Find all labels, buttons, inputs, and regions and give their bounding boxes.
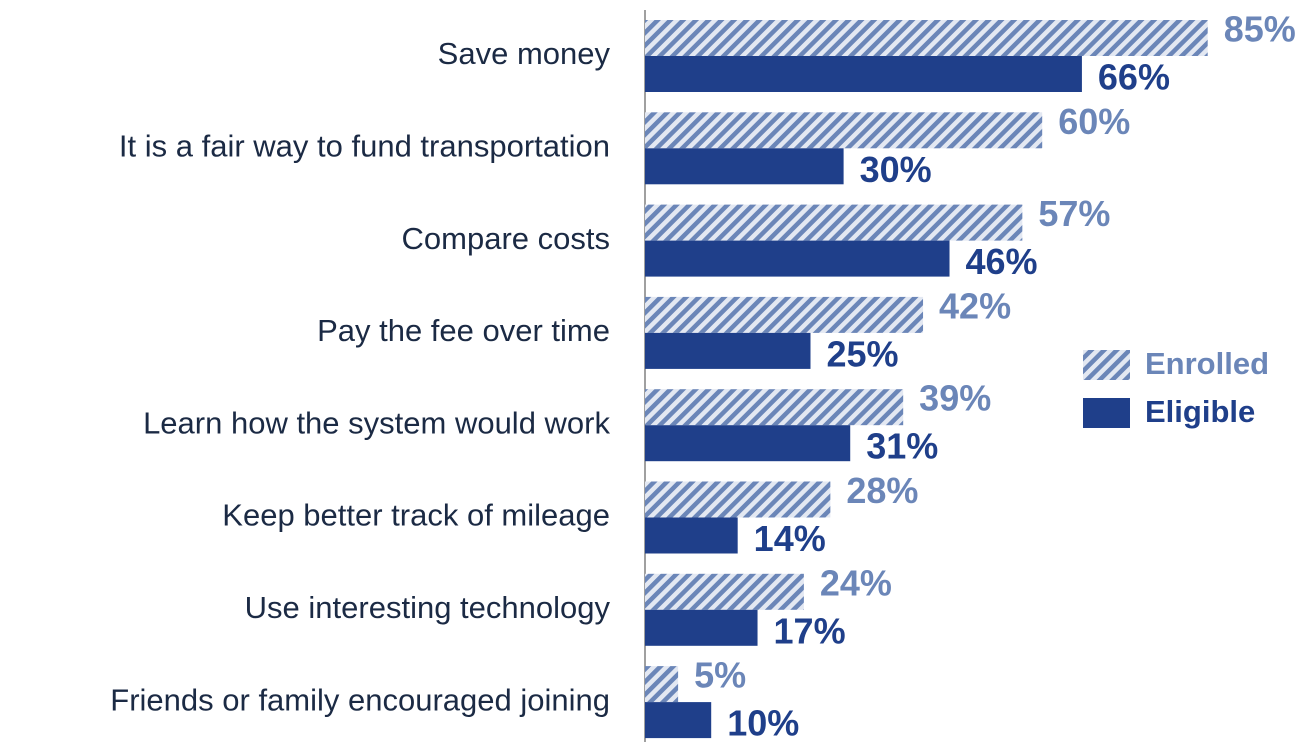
category-label: Keep better track of mileage: [222, 498, 610, 533]
value-label: 31%: [866, 426, 938, 467]
bar: [645, 425, 851, 462]
legend-label: Eligible: [1145, 394, 1255, 429]
value-label: 66%: [1098, 57, 1170, 98]
value-label: 28%: [846, 470, 918, 511]
category-label: Pay the fee over time: [317, 313, 610, 348]
bar: [645, 56, 1082, 92]
bar: [645, 609, 758, 646]
value-label: 60%: [1058, 101, 1130, 142]
category-label: Use interesting technology: [245, 590, 611, 625]
value-label: 14%: [754, 518, 826, 559]
value-label: 10%: [727, 703, 799, 742]
bar: [645, 517, 738, 554]
category-label: Learn how the system would work: [143, 405, 610, 440]
bar: [645, 666, 679, 703]
bar: [645, 573, 804, 610]
bar: [645, 702, 712, 739]
value-label: 46%: [966, 241, 1038, 282]
legend-swatch: [1083, 398, 1130, 428]
bar: [645, 240, 950, 277]
category-label: It is a fair way to fund transportation: [119, 128, 610, 163]
bar: [645, 20, 1208, 56]
category-label: Compare costs: [402, 221, 610, 256]
value-label: 5%: [694, 655, 746, 696]
legend-label: Enrolled: [1145, 346, 1269, 381]
bar: [645, 332, 811, 369]
bar: [645, 389, 904, 426]
value-label: 39%: [919, 378, 991, 419]
value-label: 30%: [860, 149, 932, 190]
bar: [645, 204, 1023, 241]
bar: [645, 481, 831, 518]
bar: [645, 148, 844, 185]
value-label: 57%: [1038, 193, 1110, 234]
category-label: Friends or family encouraged joining: [110, 682, 610, 717]
value-label: 17%: [774, 610, 846, 651]
value-label: 25%: [827, 333, 899, 374]
bar: [645, 296, 924, 333]
value-label: 85%: [1224, 9, 1296, 50]
legend-swatch: [1083, 350, 1130, 380]
category-label: Save money: [438, 36, 611, 71]
value-label: 42%: [939, 285, 1011, 326]
value-label: 24%: [820, 562, 892, 603]
bar: [645, 112, 1043, 149]
